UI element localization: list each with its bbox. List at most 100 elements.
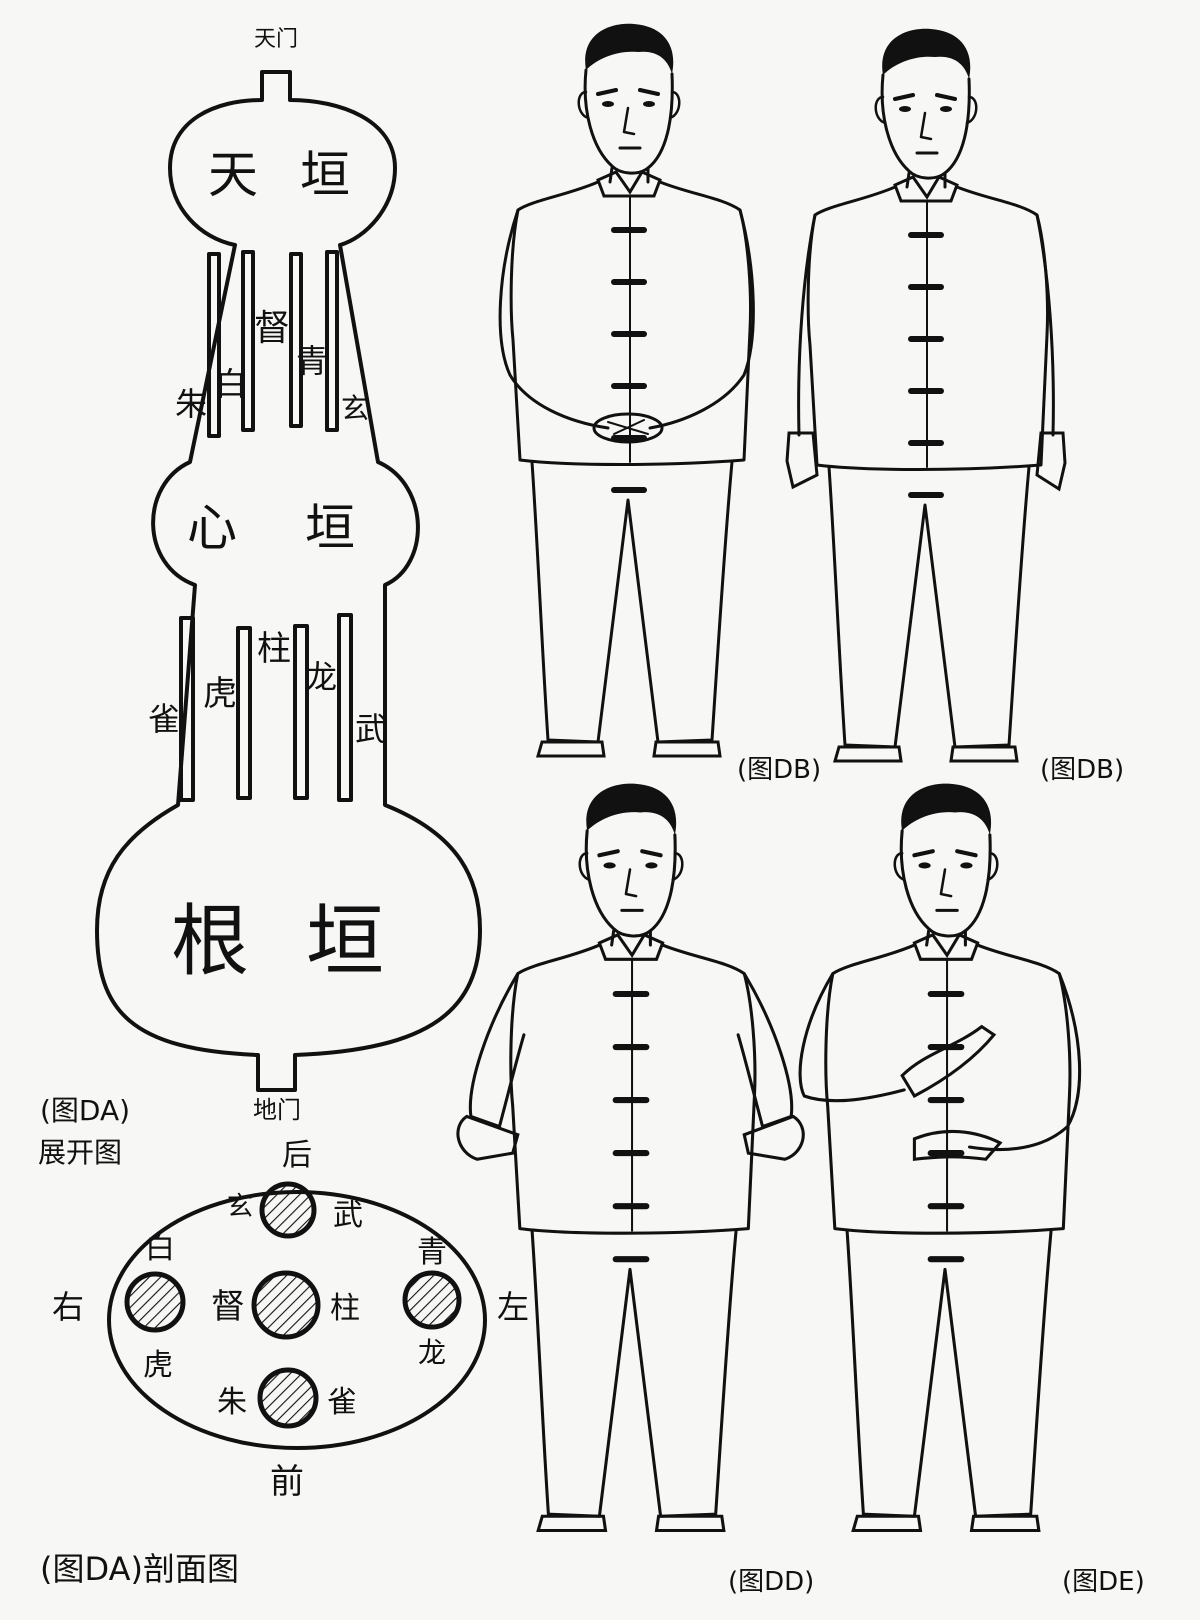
center-pair-1: 督 xyxy=(211,1287,245,1327)
collar xyxy=(912,932,980,961)
lower-channel-center: 柱 xyxy=(257,629,291,669)
shoe-left xyxy=(833,745,903,763)
upper-bar-inner-left xyxy=(241,250,255,432)
shoe-left xyxy=(536,740,606,758)
circle-left xyxy=(124,1271,186,1333)
trousers xyxy=(845,1229,1053,1518)
ear-right xyxy=(986,851,999,882)
gourd-outline xyxy=(95,70,482,1092)
figure-4 xyxy=(798,783,1082,1533)
hand-right xyxy=(1035,431,1067,492)
bottom-pair-1: 朱 xyxy=(217,1385,247,1420)
shoe-right xyxy=(652,740,722,758)
right-pair-2: 龙 xyxy=(418,1336,446,1369)
ear-left xyxy=(874,95,887,125)
lower-channel-inner-left: 虎 xyxy=(203,674,237,714)
cross-section-front: 前 xyxy=(270,1462,304,1502)
head-outline xyxy=(880,73,971,180)
circle-right xyxy=(402,1270,462,1330)
eye-left xyxy=(899,106,911,112)
shoe-right xyxy=(654,1514,726,1533)
hair xyxy=(586,783,677,835)
trousers xyxy=(827,465,1031,749)
cross-section-right: 右 xyxy=(52,1288,84,1326)
eye-right xyxy=(645,862,658,869)
figure-3-caption: (图DD) xyxy=(728,1567,814,1597)
circle-center xyxy=(251,1270,321,1340)
hair xyxy=(901,783,992,835)
left-pair-1: 白 xyxy=(145,1231,175,1266)
circle-top xyxy=(259,1181,317,1239)
head-outline xyxy=(899,829,992,938)
lower-channel-outer-right: 武 xyxy=(355,710,387,748)
nose xyxy=(939,868,953,898)
arm-right xyxy=(1035,213,1055,437)
brow-right xyxy=(638,88,660,96)
top-gate-label: 天门 xyxy=(254,27,298,52)
expanded-diagram: 天门 天 垣 朱 白 督 青 玄 心 垣 雀 虎 柱 龙 武 根 xyxy=(38,27,482,1169)
upper-bulb-char-2: 垣 xyxy=(300,146,350,204)
brow-right xyxy=(935,93,957,101)
figures-group xyxy=(456,23,1082,1533)
collar xyxy=(597,932,665,961)
head-outline xyxy=(584,829,677,938)
arm-left xyxy=(468,972,526,1129)
hand-belly xyxy=(912,1129,1003,1161)
top-pair-2: 武 xyxy=(333,1198,363,1233)
figure-2 xyxy=(785,28,1067,763)
hair xyxy=(882,28,971,79)
collar xyxy=(893,175,959,203)
nose xyxy=(919,111,933,141)
lower-bulb-char-1: 根 xyxy=(171,897,249,987)
cross-section-back: 后 xyxy=(282,1138,312,1173)
center-pair-2: 柱 xyxy=(330,1291,360,1326)
ear-left xyxy=(578,851,591,882)
eye-right xyxy=(960,862,973,869)
hand-chest xyxy=(900,1024,997,1099)
brow-left xyxy=(912,849,935,858)
lower-bar-outer-right xyxy=(337,613,353,802)
figure-4-caption: (图DE) xyxy=(1062,1567,1145,1597)
eye-right xyxy=(643,101,655,107)
upper-bar-inner-right xyxy=(289,252,303,428)
hand-right xyxy=(742,1114,805,1161)
eye-left xyxy=(603,862,616,869)
upper-bar-outer-right xyxy=(325,250,339,432)
lower-channel-outer-left: 雀 xyxy=(148,700,180,738)
shoe-left xyxy=(536,1514,608,1533)
cross-section-diagram: 后 前 右 左 玄 武 白 虎 督 柱 青 龙 朱 雀 (图DA)剖面图 xyxy=(40,1138,529,1588)
lower-bar-inner-right xyxy=(293,624,309,800)
arm-right xyxy=(648,208,755,430)
upper-channel-outer-left: 朱 xyxy=(175,385,207,423)
ear-right xyxy=(671,851,684,882)
middle-bulb-char-2: 垣 xyxy=(305,499,355,557)
lower-channel-inner-right: 龙 xyxy=(305,658,337,696)
shoe-right xyxy=(969,1514,1041,1533)
bottom-pair-2: 雀 xyxy=(327,1385,357,1420)
shoe-right xyxy=(949,745,1019,763)
cross-section-left: 左 xyxy=(497,1288,529,1326)
upper-channel-bars xyxy=(207,250,339,438)
clasped-hands xyxy=(592,412,664,444)
trousers xyxy=(530,1229,738,1518)
bottom-gate-label: 地门 xyxy=(253,1096,301,1124)
eye-left xyxy=(602,101,614,107)
expanded-caption-line2: 展开图 xyxy=(38,1136,122,1169)
right-pair-1: 青 xyxy=(417,1235,447,1270)
upper-channel-inner-left: 白 xyxy=(215,365,247,403)
arm-left xyxy=(498,208,610,430)
cross-section-caption: (图DA)剖面图 xyxy=(40,1550,239,1588)
figure-1 xyxy=(498,23,755,758)
hand-left xyxy=(785,431,819,490)
nose xyxy=(622,106,636,136)
upper-channel-center: 督 xyxy=(254,308,290,349)
upper-bulb-char-1: 天 xyxy=(208,146,258,204)
brow-left xyxy=(597,849,620,858)
brow-left xyxy=(893,93,915,101)
figure-1-caption: (图DB) xyxy=(737,755,821,785)
circle-bottom xyxy=(257,1367,319,1429)
shoe-left xyxy=(851,1514,923,1533)
figure-3 xyxy=(456,783,805,1533)
brow-right xyxy=(955,849,978,858)
